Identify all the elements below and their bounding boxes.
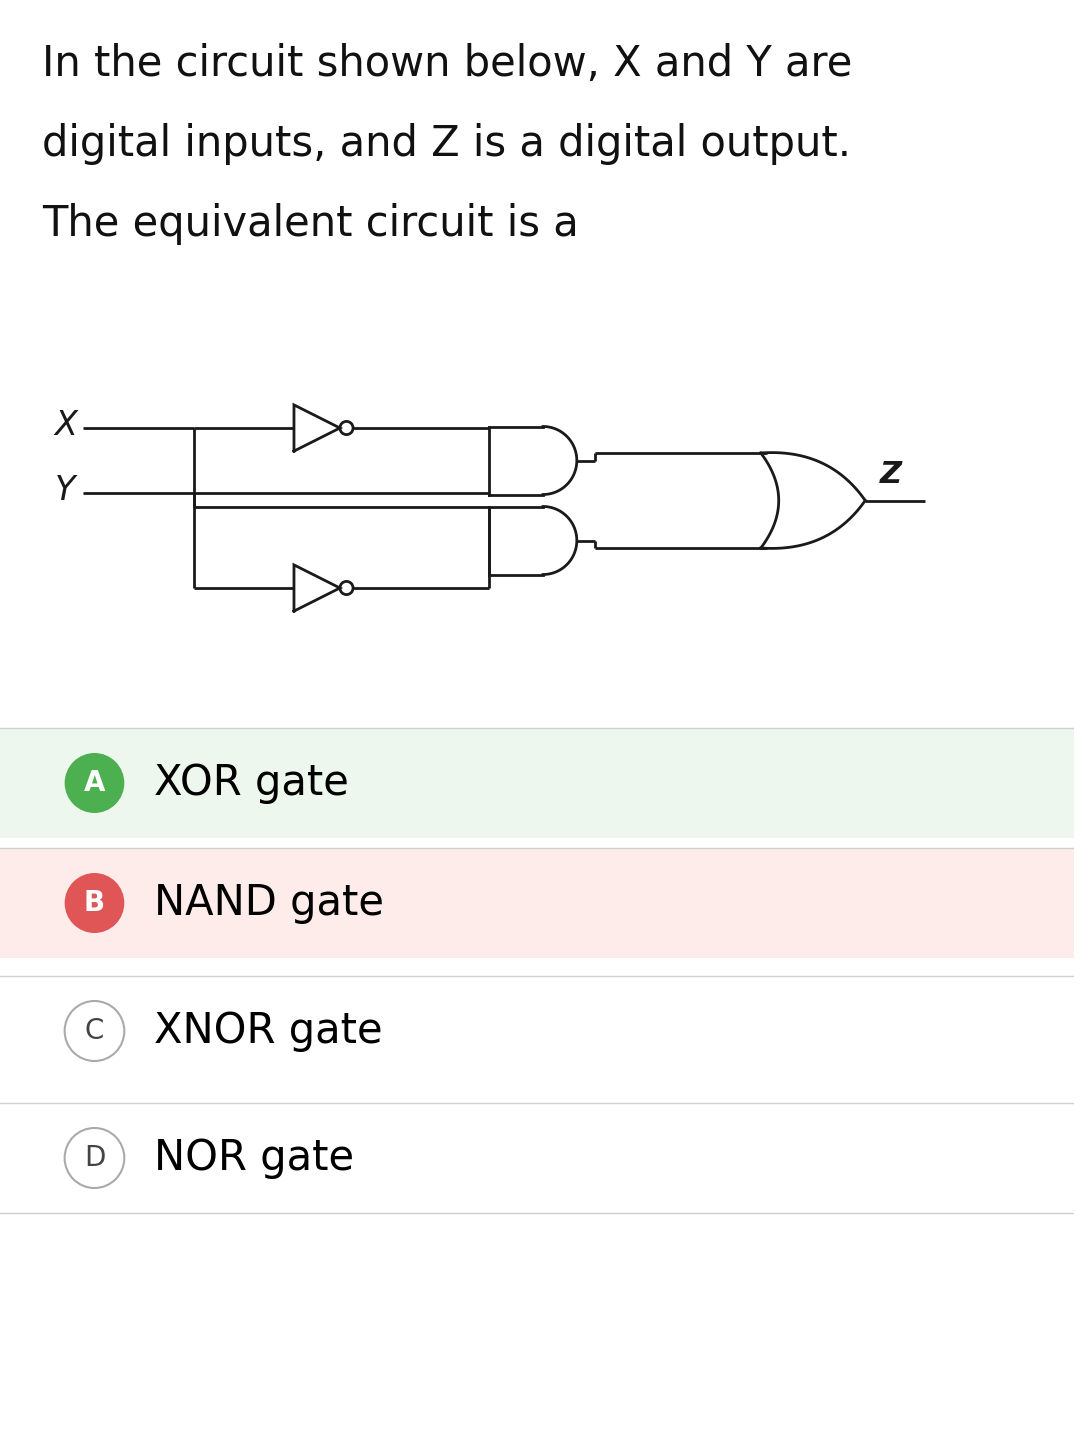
- Text: digital inputs, and Z is a digital output.: digital inputs, and Z is a digital outpu…: [42, 123, 851, 165]
- Text: Y: Y: [55, 473, 76, 507]
- Text: Z: Z: [880, 459, 902, 488]
- Text: C: C: [85, 1016, 104, 1045]
- Circle shape: [65, 873, 124, 933]
- Text: In the circuit shown below, X and Y are: In the circuit shown below, X and Y are: [42, 43, 852, 85]
- FancyBboxPatch shape: [0, 728, 1075, 838]
- Text: NOR gate: NOR gate: [154, 1137, 354, 1179]
- Circle shape: [65, 753, 124, 812]
- Text: X: X: [55, 408, 78, 442]
- Text: XOR gate: XOR gate: [154, 762, 349, 804]
- Text: D: D: [84, 1144, 105, 1171]
- Circle shape: [65, 1128, 124, 1187]
- Text: A: A: [84, 769, 105, 796]
- Text: B: B: [84, 889, 105, 917]
- Text: The equivalent circuit is a: The equivalent circuit is a: [42, 203, 579, 245]
- Text: NAND gate: NAND gate: [154, 882, 384, 924]
- FancyBboxPatch shape: [0, 849, 1075, 959]
- Circle shape: [65, 1001, 124, 1061]
- Text: XNOR gate: XNOR gate: [154, 1011, 382, 1053]
